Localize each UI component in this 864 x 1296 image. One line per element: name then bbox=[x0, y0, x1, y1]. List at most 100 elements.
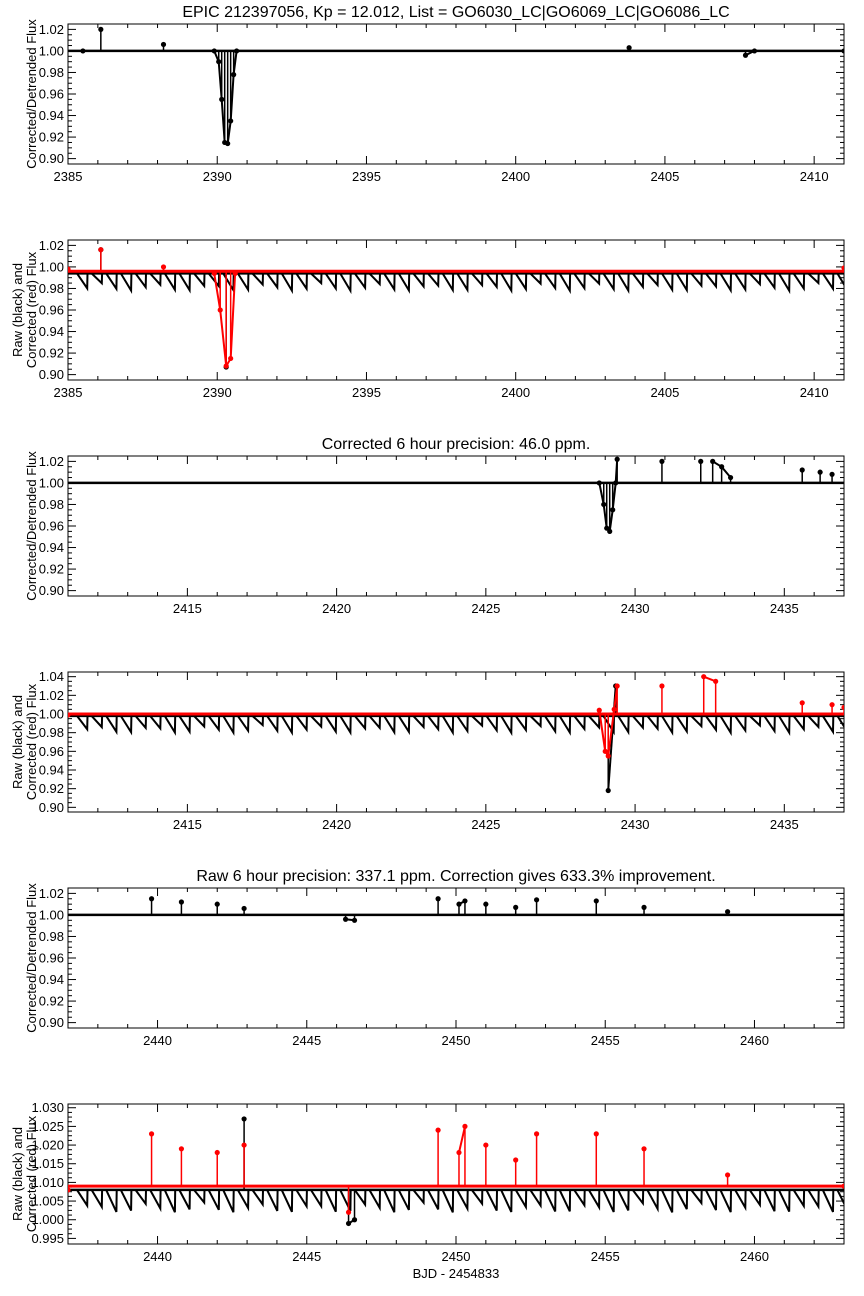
data-point bbox=[513, 904, 519, 910]
x-tick-label: 2410 bbox=[800, 385, 829, 400]
y-tick-label: 0.96 bbox=[39, 87, 64, 102]
y-tick-label: 0.995 bbox=[31, 1231, 64, 1246]
data-line bbox=[598, 459, 732, 533]
y-tick-label: 0.92 bbox=[39, 130, 64, 145]
y-tick-label: 0.98 bbox=[39, 497, 64, 512]
x-tick-label: 2420 bbox=[322, 817, 351, 832]
y-tick-label: 0.94 bbox=[39, 763, 64, 778]
series-1 bbox=[68, 683, 844, 794]
data-line bbox=[458, 1126, 466, 1153]
x-tick-label: 2425 bbox=[471, 601, 500, 616]
data-point bbox=[799, 700, 805, 706]
x-tick-label: 2420 bbox=[322, 601, 351, 616]
y-tick-label: 1.000 bbox=[31, 1212, 64, 1227]
plot-frame bbox=[67, 239, 845, 381]
series-1 bbox=[68, 456, 844, 534]
data-line bbox=[213, 273, 237, 367]
data-area bbox=[68, 896, 844, 923]
data-point bbox=[148, 896, 155, 902]
y-tick-label: 0.94 bbox=[39, 324, 64, 339]
data-area bbox=[68, 456, 844, 534]
y-tick-label: 0.96 bbox=[39, 744, 64, 759]
y-tick-label: 0.94 bbox=[39, 108, 64, 123]
data-point bbox=[98, 26, 104, 32]
panel-title: Raw 6 hour precision: 337.1 ppm. Correct… bbox=[196, 868, 715, 885]
x-tick-label: 2430 bbox=[621, 601, 650, 616]
x-axis-label: BJD - 2454833 bbox=[413, 1266, 500, 1281]
data-point bbox=[641, 904, 647, 910]
x-tick-label: 2415 bbox=[173, 601, 202, 616]
y-tick-label: 0.90 bbox=[39, 367, 64, 382]
data-point bbox=[593, 898, 599, 904]
y-tick-label: 0.90 bbox=[39, 583, 64, 598]
x-tick-label: 2455 bbox=[591, 1033, 620, 1048]
data-point bbox=[596, 707, 602, 713]
data-point bbox=[725, 1172, 731, 1178]
y-tick-label: 1.020 bbox=[31, 1138, 64, 1153]
x-tick-label: 2390 bbox=[203, 169, 232, 184]
series-sawtooth bbox=[76, 272, 844, 295]
panel-5: Raw 6 hour precision: 337.1 ppm. Correct… bbox=[24, 868, 845, 1048]
y-tick-label: 0.90 bbox=[39, 800, 64, 815]
y-tick-label: 0.98 bbox=[39, 929, 64, 944]
x-tick-label: 2395 bbox=[352, 169, 381, 184]
x-tick-label: 2445 bbox=[292, 1033, 321, 1048]
y-tick-label: 1.04 bbox=[39, 669, 64, 684]
data-point bbox=[829, 471, 835, 477]
data-point bbox=[799, 467, 805, 473]
x-tick-label: 2435 bbox=[770, 817, 799, 832]
data-point bbox=[241, 1116, 247, 1122]
series-1 bbox=[68, 247, 844, 370]
y-axis-label: Raw (black) and bbox=[10, 263, 25, 357]
y-tick-label: 1.00 bbox=[39, 43, 64, 58]
x-tick-label: 2405 bbox=[650, 169, 679, 184]
panel-3: Corrected 6 hour precision: 46.0 ppm. 241… bbox=[24, 436, 845, 616]
data-point bbox=[533, 1131, 540, 1137]
data-point bbox=[841, 704, 844, 711]
series-1 bbox=[68, 896, 844, 923]
data-line bbox=[598, 675, 717, 757]
data-point bbox=[214, 901, 220, 907]
data-point bbox=[698, 458, 704, 464]
y-tick-label: 1.015 bbox=[31, 1156, 64, 1171]
x-tick-label: 2450 bbox=[442, 1033, 471, 1048]
data-point bbox=[160, 264, 167, 270]
data-point bbox=[513, 1157, 519, 1163]
data-point bbox=[68, 1187, 71, 1193]
panel-6: 2440 2445 2450 2455 2460 0.995 1.000 1.005 1.010… bbox=[10, 1100, 845, 1281]
data-point bbox=[533, 897, 540, 903]
y-tick-label: 0.90 bbox=[39, 151, 64, 166]
y-tick-label: 1.030 bbox=[31, 1100, 64, 1115]
data-point bbox=[626, 45, 632, 51]
data-point bbox=[659, 683, 665, 689]
y-tick-label: 1.02 bbox=[39, 238, 64, 253]
y-axis-label: Corrected/Detrended Flux bbox=[24, 19, 39, 169]
y-axis-label: Corrected (red) Flux bbox=[24, 683, 39, 800]
panel-title: Corrected 6 hour precision: 46.0 ppm. bbox=[322, 436, 591, 453]
panel-4: 2415 2420 2425 2430 2435 0.90 0.92 0.94 0.96 0.98… bbox=[10, 669, 845, 832]
series-1 bbox=[68, 1116, 844, 1227]
series-1 bbox=[68, 26, 844, 147]
plot-frame bbox=[67, 887, 845, 1029]
data-point bbox=[241, 905, 247, 912]
data-line bbox=[348, 1218, 356, 1225]
panel-2: 2385 2390 2395 2400 2405 2410 0.90 0.92 0.94 0.96… bbox=[10, 238, 845, 400]
x-tick-label: 2435 bbox=[770, 601, 799, 616]
y-tick-label: 0.92 bbox=[39, 994, 64, 1009]
data-point bbox=[725, 909, 731, 915]
data-point bbox=[178, 899, 185, 905]
data-point bbox=[241, 1142, 247, 1148]
y-tick-label: 1.00 bbox=[39, 907, 64, 922]
data-area bbox=[68, 26, 844, 147]
data-point bbox=[841, 265, 844, 271]
series-sawtooth bbox=[76, 715, 844, 737]
data-point bbox=[214, 1149, 220, 1156]
x-tick-label: 2405 bbox=[650, 385, 679, 400]
y-axis-label: Raw (black) and bbox=[10, 695, 25, 789]
data-point bbox=[211, 270, 217, 276]
data-point bbox=[68, 266, 71, 272]
y-tick-label: 0.90 bbox=[39, 1015, 64, 1030]
series-2 bbox=[68, 1123, 844, 1215]
x-tick-label: 2455 bbox=[591, 1249, 620, 1264]
y-tick-label: 0.96 bbox=[39, 303, 64, 318]
